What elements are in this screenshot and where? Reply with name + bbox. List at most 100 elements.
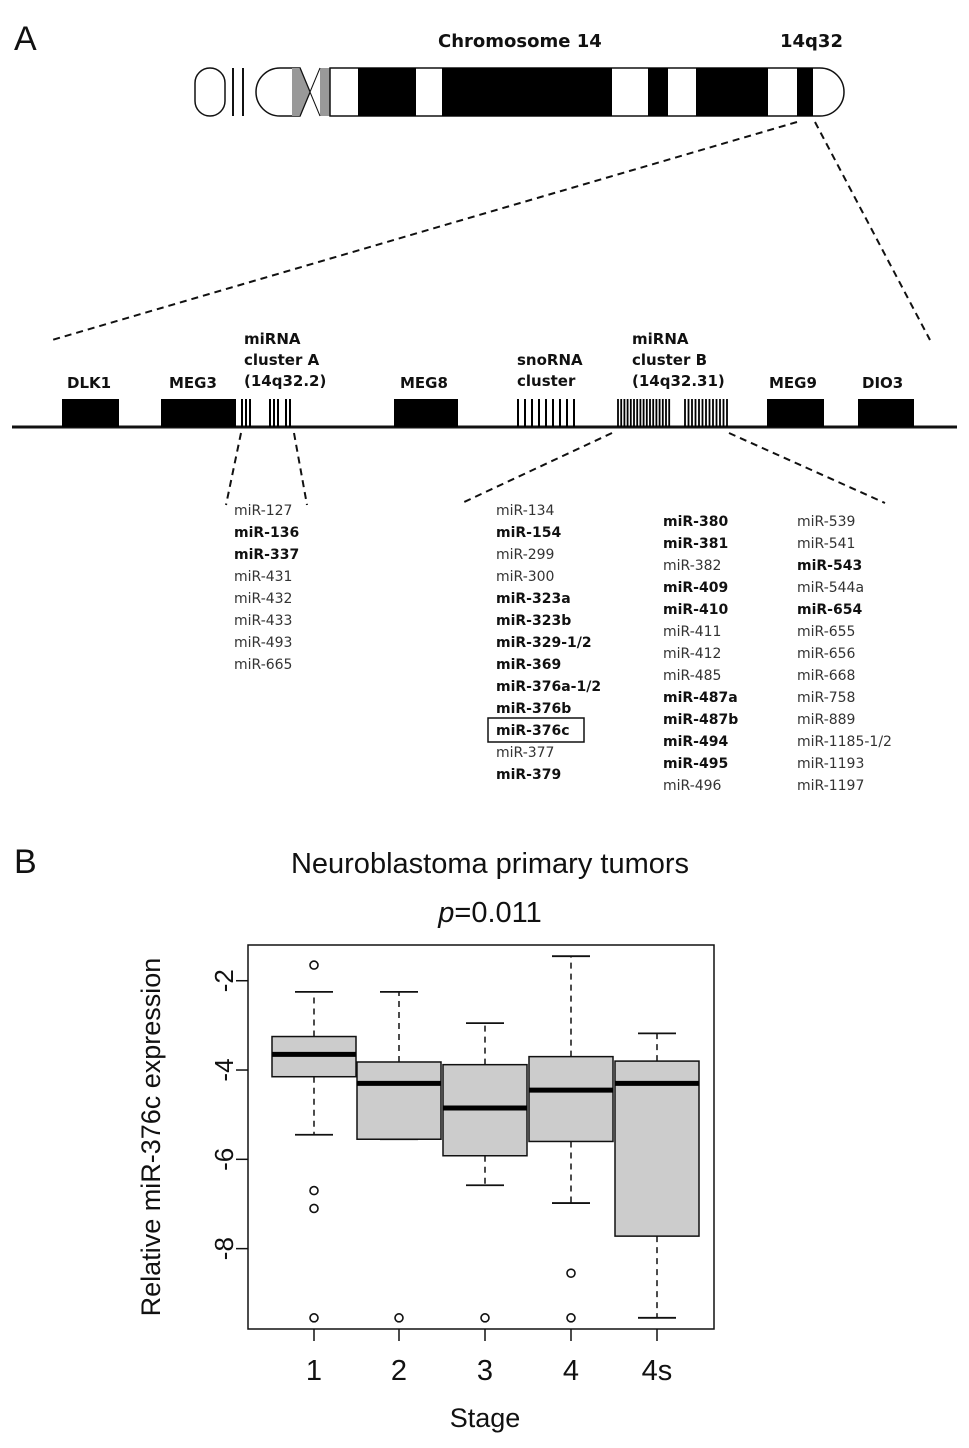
snorna-line2: cluster xyxy=(517,372,576,390)
panel-a-label: A xyxy=(14,20,37,58)
mirna-label: miR-654 xyxy=(797,602,862,618)
mirna-label: miR-412 xyxy=(663,646,721,662)
mirna-label: miR-495 xyxy=(663,756,728,772)
cluster-a-ticks xyxy=(241,399,291,427)
gene-block-dio3 xyxy=(858,399,914,427)
callout-b-right xyxy=(728,432,886,504)
mirna-label: miR-323b xyxy=(496,613,571,629)
x-axis-label: Stage xyxy=(450,1403,521,1433)
mirna-label: miR-668 xyxy=(797,668,855,684)
gene-block-dlk1 xyxy=(62,399,119,427)
gene-block-meg3 xyxy=(161,399,236,427)
gene-label-meg9: MEG9 xyxy=(769,374,817,392)
mirna-label: miR-665 xyxy=(234,657,292,673)
cluster-a-line3: (14q32.2) xyxy=(244,372,326,390)
mirna-label: miR-376a-1/2 xyxy=(496,679,601,695)
mirna-list-cluster-b-col2: miR-380 miR-381 miR-382 miR-409 miR-410 miR-4… xyxy=(663,514,738,794)
mirna-label: miR-431 xyxy=(234,569,292,585)
mirna-label: miR-376c xyxy=(496,723,570,739)
mirna-label: miR-377 xyxy=(496,745,554,761)
chart-title: Neuroblastoma primary tumors xyxy=(291,848,689,880)
mirna-label: miR-496 xyxy=(663,778,722,794)
cluster-b-line2: cluster B xyxy=(632,351,707,369)
y-tick-label: -6 xyxy=(209,1148,239,1171)
mirna-label: miR-134 xyxy=(496,503,555,519)
mirna-label: miR-432 xyxy=(234,591,292,607)
highlight-box xyxy=(487,717,585,743)
outlier-point xyxy=(480,1313,490,1323)
box-stage-4 xyxy=(528,955,614,1323)
y-tick-label: -8 xyxy=(209,1237,239,1260)
mirna-label: miR-494 xyxy=(663,734,728,750)
mirna-label: miR-410 xyxy=(663,602,728,618)
mirna-label: miR-380 xyxy=(663,514,728,530)
x-tick-label: 2 xyxy=(391,1355,407,1387)
mirna-label: miR-409 xyxy=(663,580,728,596)
gene-label-meg3: MEG3 xyxy=(169,374,217,392)
mirna-label: miR-655 xyxy=(797,624,855,640)
plot-frame xyxy=(247,944,715,1330)
x-tick-label: 1 xyxy=(306,1355,322,1387)
mirna-label: miR-758 xyxy=(797,690,855,706)
y-tick-label: -4 xyxy=(209,1058,239,1081)
mirna-list-cluster-b-col3: miR-539 miR-541 miR-543 miR-544a miR-654 miR-… xyxy=(797,514,892,794)
zoom-line-right xyxy=(814,121,931,341)
mirna-label: miR-369 xyxy=(496,657,561,673)
cluster-a-line2: cluster A xyxy=(244,351,320,369)
cluster-b-line3: (14q32.31) xyxy=(632,372,725,390)
chromosome-ideogram xyxy=(194,67,845,117)
box-iqr xyxy=(614,1060,700,1237)
mirna-label: miR-543 xyxy=(797,558,862,574)
mirna-label: miR-487b xyxy=(663,712,738,728)
chromosome-title: Chromosome 14 xyxy=(438,31,602,52)
mirna-label: miR-656 xyxy=(797,646,856,662)
mirna-list-cluster-a: miR-127 miR-136 miR-337 miR-431 miR-432 miR-4… xyxy=(234,503,299,673)
gene-block-meg9 xyxy=(767,399,824,427)
mirna-label: miR-381 xyxy=(663,536,728,552)
box-stage-4s xyxy=(614,1032,700,1319)
p-value-number: =0.011 xyxy=(454,897,541,929)
mirna-label: miR-411 xyxy=(663,624,721,640)
outlier-point xyxy=(309,1203,319,1214)
mirna-label: miR-337 xyxy=(234,547,299,563)
callout-b-left xyxy=(461,432,613,504)
x-tick-label: 4s xyxy=(642,1355,673,1387)
box-iqr xyxy=(356,1061,442,1140)
x-tick-label: 3 xyxy=(477,1355,493,1387)
mirna-label: miR-299 xyxy=(496,547,554,563)
mirna-label: miR-1185-1/2 xyxy=(797,734,892,750)
mirna-label: miR-136 xyxy=(234,525,299,541)
cluster-a-line1: miRNA xyxy=(244,330,301,348)
mirna-label: miR-379 xyxy=(496,767,561,783)
box-stage-1 xyxy=(271,960,357,1323)
mirna-label: miR-433 xyxy=(234,613,292,629)
cluster-b-line1: miRNA xyxy=(632,330,689,348)
zoom-line-left xyxy=(51,121,798,341)
mirna-label: miR-376b xyxy=(496,701,571,717)
mirna-label: miR-1197 xyxy=(797,778,864,794)
x-tick-label: 4 xyxy=(563,1355,579,1387)
outlier-point xyxy=(566,1268,576,1278)
box-iqr xyxy=(528,1055,614,1143)
mirna-list-cluster-b-col1: miR-134 miR-154 miR-299 miR-300 miR-323a miR-… xyxy=(487,503,601,783)
mirna-label: miR-539 xyxy=(797,514,855,530)
mirna-label: miR-889 xyxy=(797,712,855,728)
mirna-label: miR-300 xyxy=(496,569,554,585)
callout-a-right xyxy=(293,432,308,506)
gene-label-dlk1: DLK1 xyxy=(67,374,111,392)
mirna-label: miR-382 xyxy=(663,558,721,574)
outlier-point xyxy=(309,1313,319,1323)
x-axis: 1 2 3 4 4s xyxy=(306,1329,672,1387)
gene-label-meg8: MEG8 xyxy=(400,374,448,392)
y-axis: -2 -4 -6 -8 xyxy=(209,969,248,1260)
p-value-label: p=0.011 xyxy=(437,897,542,929)
band-label: 14q32 xyxy=(780,31,843,52)
boxes xyxy=(271,955,700,1323)
mirna-label: miR-541 xyxy=(797,536,855,552)
box-stage-2 xyxy=(356,990,442,1323)
mirna-label: miR-493 xyxy=(234,635,292,651)
cluster-b-ticks xyxy=(617,399,728,427)
mirna-label: miR-485 xyxy=(663,668,721,684)
outlier-point xyxy=(566,1313,576,1323)
